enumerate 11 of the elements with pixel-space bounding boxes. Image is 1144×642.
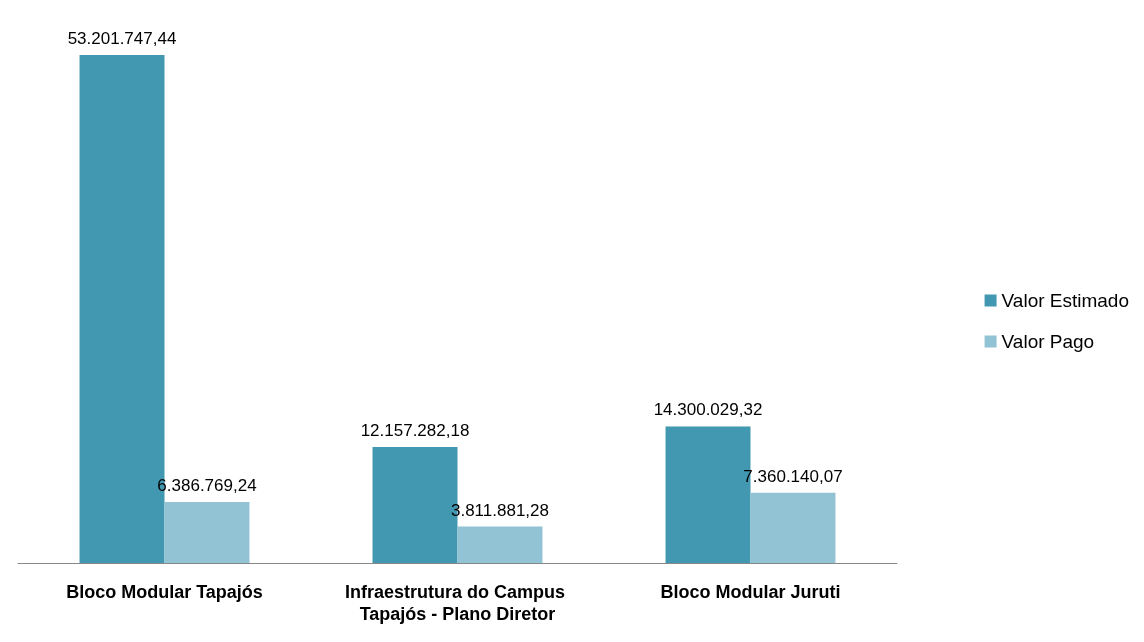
x-tick-label: Infraestrutura do Campus Tapajós - Plano Diretor xyxy=(344,582,571,624)
x-tick-label: Bloco Modular Tapajós xyxy=(66,582,263,602)
bar xyxy=(164,502,250,563)
x-tick-label: Bloco Modular Juruti xyxy=(660,582,841,602)
data-label: 53.201.747,44 xyxy=(67,29,177,48)
data-label: 14.300.029,32 xyxy=(653,400,763,420)
data-label: 12.157.282,18 xyxy=(360,420,470,440)
legend-label: Valor Estimado xyxy=(1001,290,1130,311)
bar xyxy=(457,526,543,563)
bar xyxy=(750,492,836,563)
legend-label: Valor Pago xyxy=(1001,331,1095,352)
